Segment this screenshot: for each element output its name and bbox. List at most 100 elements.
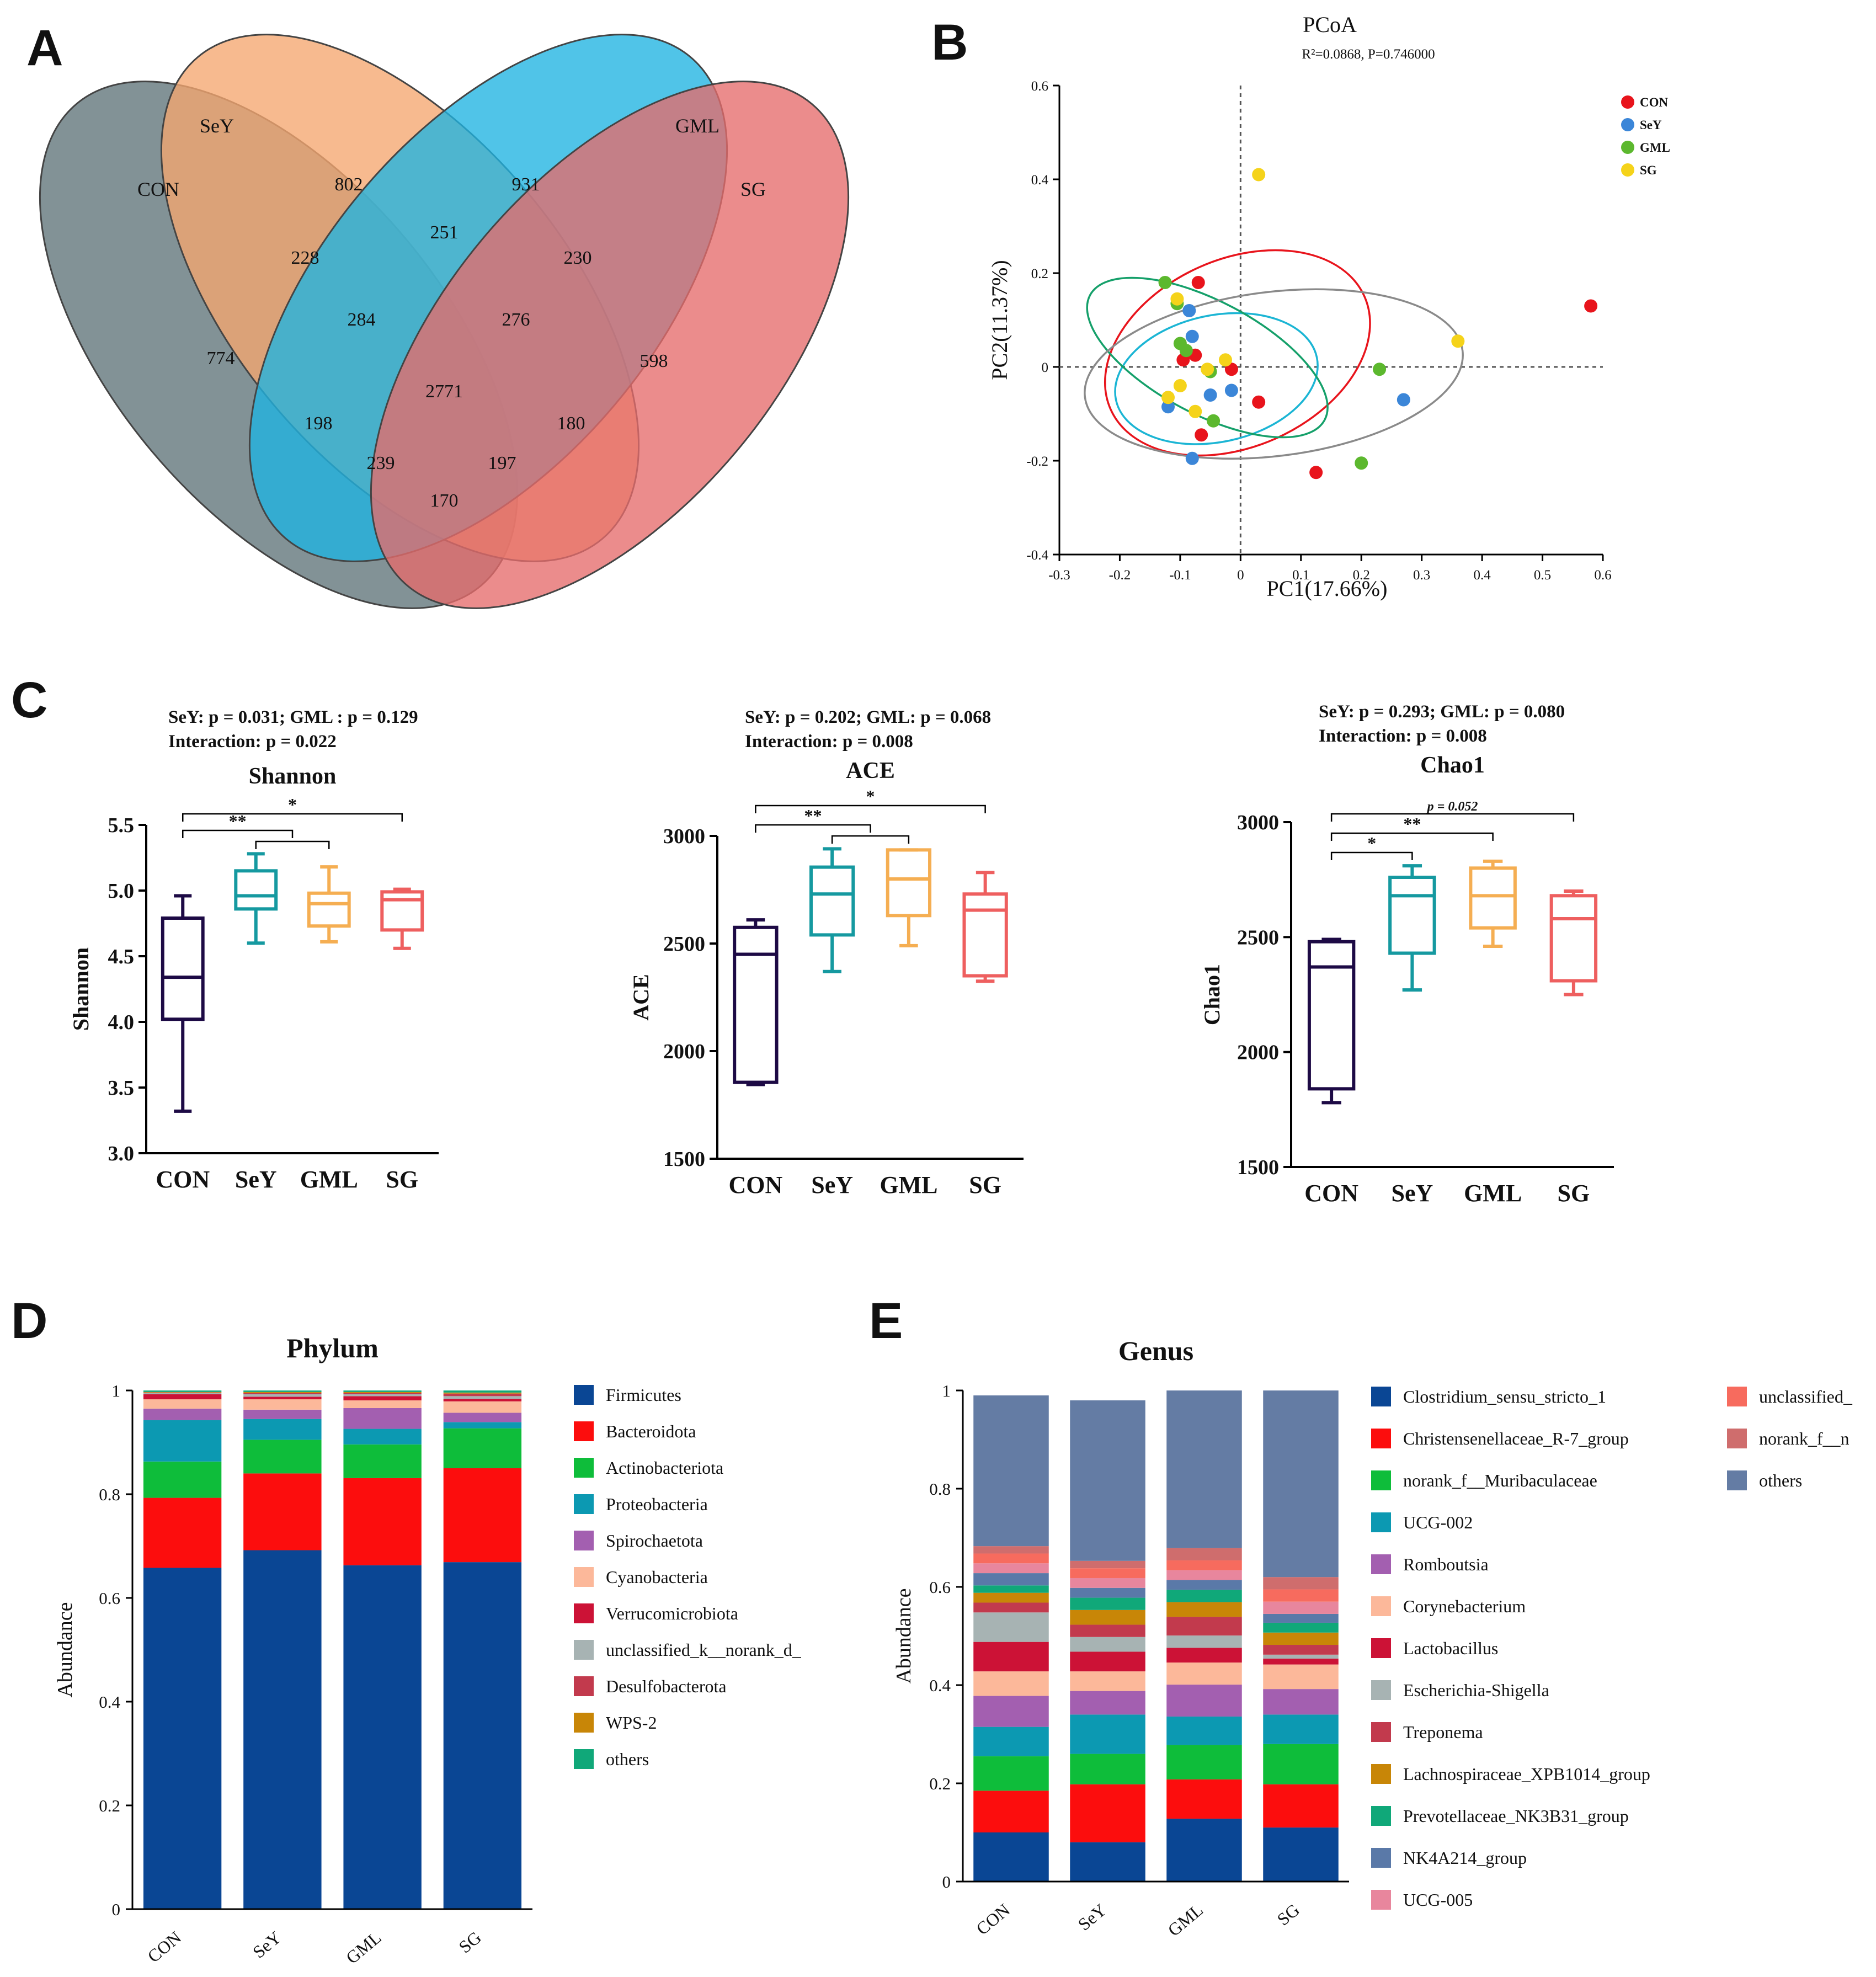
pcoa-x-tick-label: 0.4 [1473, 568, 1491, 583]
bar-phylum-segment-actinobacteriota [243, 1440, 322, 1474]
bar-phylum-segment-actinobacteriota [343, 1444, 422, 1478]
bar-genus-legend-swatch-corynebacterium [1371, 1596, 1391, 1616]
bar-genus-segment-others [1166, 1390, 1242, 1548]
bar-phylum-legend-swatch-others [574, 1749, 594, 1769]
bar-phylum-segment-wps-2 [243, 1392, 322, 1393]
box-chao1-box-con [1307, 940, 1356, 1091]
bar-genus-legend-swatch-romboutsia [1371, 1554, 1391, 1574]
bar-genus-legend-swatch-prevotellaceae-nk3b31-group [1371, 1806, 1391, 1826]
pcoa-point-con [1584, 299, 1598, 313]
bar-genus-segment-lactobacillus [973, 1642, 1049, 1672]
pcoa-point-con [1195, 428, 1208, 442]
pcoa-y-tick-label: 0.6 [1031, 79, 1048, 94]
bar-phylum-segment-proteobacteria [443, 1422, 522, 1429]
bar-phylum-segment-cyanobacteria [343, 1400, 422, 1408]
bar-genus-segment-nk4a214-group [1166, 1580, 1242, 1590]
box-ace-stats-line1: SeY: p = 0.202; GML: p = 0.068 [745, 707, 991, 727]
bar-phylum-legend-label-wps-2: WPS-2 [606, 1713, 657, 1733]
bar-phylum-segment-cyanobacteria [243, 1399, 322, 1410]
bar-genus-legend-label-nk4a214-group: NK4A214_group [1403, 1848, 1527, 1868]
box-chao1-y-tick-label: 3000 [1237, 811, 1279, 834]
bar-genus-segment-norank-f-n [1166, 1548, 1242, 1560]
stacked-bar-phylum: Phylum CON SeY GML SG 0 0.2 0.4 0.6 0.8 1 Abundance… [54, 1333, 802, 1968]
bar-genus-segment-lachnospiraceae-xpb1014-group [1070, 1610, 1145, 1625]
bar-genus-segment-clostridium-sensu-stricto-1 [1070, 1842, 1145, 1882]
bar-phylum-segment-firmicutes [343, 1565, 422, 1909]
bar-phylum-segment-firmicutes [243, 1550, 322, 1909]
pcoa-ellipse-gml [1086, 276, 1329, 439]
box-shannon-bracket [255, 840, 330, 849]
pcoa-point-sg [1161, 391, 1175, 404]
bar-genus-segment-treponema [973, 1602, 1049, 1613]
bar-genus-y-tick-label: 0.4 [929, 1676, 951, 1695]
bar-genus-legend-label-norank-f-muribaculaceae: norank_f__Muribaculaceae [1403, 1470, 1597, 1490]
bar-phylum-segment-wps-2 [343, 1392, 422, 1393]
venn-region-sey-gml-sg: 276 [502, 310, 530, 330]
box-chao1-y-tick-label: 1500 [1237, 1156, 1279, 1179]
box-chao1-y-label: Chao1 [1200, 964, 1224, 1025]
bar-genus-segment-escherichia-shigella [973, 1612, 1049, 1642]
venn-region-con-gml: 198 [305, 413, 333, 434]
bar-genus-segment-unclassified [973, 1553, 1049, 1564]
bar-phylum-segment-firmicutes [143, 1568, 222, 1909]
pcoa-ellipse-sey [1114, 312, 1319, 445]
pcoa-x-tick-label: -0.3 [1048, 568, 1070, 583]
bar-genus-segment-lactobacillus [1263, 1658, 1339, 1665]
bar-genus-segment-unclassified [1263, 1589, 1339, 1602]
bar-phylum-y-tick-label: 0.6 [99, 1589, 120, 1608]
box-ace-x-tick-label: SeY [811, 1171, 853, 1198]
pcoa-point-sey [1203, 388, 1217, 402]
bar-phylum-segment-unclassified-k-norank-d [243, 1394, 322, 1397]
bar-genus-legend-label-christensenellaceae-r-7-group: Christensenellaceae_R-7_group [1403, 1429, 1629, 1448]
bar-phylum-segment-others [143, 1390, 222, 1392]
bar-phylum-segment-verrucomicrobiota [243, 1397, 322, 1399]
bar-genus-segment-others [1070, 1400, 1145, 1561]
bar-genus-x-tick-label: SeY [1074, 1900, 1110, 1935]
bar-phylum-title: Phylum [286, 1333, 379, 1363]
pcoa-y-tick-label: -0.4 [1026, 548, 1048, 563]
pcoa-point-gml [1158, 276, 1172, 289]
bar-genus-segment-ucg-005 [973, 1563, 1049, 1574]
bar-genus-legend-swatch-unclassified [1727, 1387, 1747, 1406]
box-shannon-y-tick-label: 5.0 [108, 880, 135, 903]
venn-region-con-sey-gml-sg: 2771 [425, 381, 463, 402]
stacked-bar-genus: Genus CON SeY GML SG 0 0.2 0.4 0.6 0.8 1 Abundance C… [892, 1335, 1853, 1940]
pcoa-point-sg [1170, 292, 1184, 306]
box-shannon-x-tick-label: CON [156, 1166, 210, 1193]
bar-phylum-segment-bacteroidota [443, 1468, 522, 1563]
bar-phylum-y-tick-label: 0.2 [99, 1796, 120, 1815]
bar-phylum-x-tick-label: SeY [249, 1927, 285, 1962]
pcoa-point-sg [1189, 404, 1202, 418]
box-shannon-y-tick-label: 4.5 [108, 945, 135, 968]
bar-genus-segment-escherichia-shigella [1263, 1654, 1339, 1659]
bar-genus-segment-escherichia-shigella [1166, 1635, 1242, 1648]
pcoa-y-tick-label: 0.4 [1031, 173, 1049, 188]
bar-genus-segment-ucg-005 [1263, 1601, 1339, 1614]
venn-set-label-con: CON [137, 178, 179, 200]
box-ace-x-tick-label: GML [880, 1171, 937, 1198]
pcoa-x-label: PC1(17.66%) [1267, 576, 1388, 601]
venn-region-con-sey: 228 [291, 248, 319, 268]
box-ace-y-tick-label: 2500 [663, 932, 705, 956]
pcoa-y-label: PC2(11.37%) [987, 260, 1012, 380]
bar-phylum-legend-swatch-cyanobacteria [574, 1567, 594, 1587]
venn-region-con-sey-sg: 197 [488, 453, 516, 473]
pcoa-point-sg [1451, 334, 1465, 348]
bar-genus-y-tick-label: 0.6 [929, 1578, 951, 1597]
pcoa-ellipse-sg [1084, 288, 1464, 460]
bar-phylum-segment-wps-2 [443, 1392, 522, 1394]
pcoa-point-sey [1224, 383, 1238, 397]
bar-phylum-legend-swatch-desulfobacterota [574, 1676, 594, 1696]
box-ace-bracket-label: ** [804, 806, 822, 825]
bar-genus-segment-prevotellaceae-nk3b31-group [973, 1585, 1049, 1593]
pcoa-title: PCoA [1303, 12, 1357, 37]
bar-genus-segment-christensenellaceae-r-7-group [1166, 1779, 1242, 1819]
bar-genus-title: Genus [1118, 1335, 1193, 1366]
pcoa-x-tick-label: 0.5 [1534, 568, 1551, 583]
bar-phylum-y-label: Abundance [54, 1602, 77, 1697]
bar-phylum-segment-verrucomicrobiota [343, 1396, 422, 1400]
box-shannon-x-tick-label: SeY [235, 1166, 277, 1193]
box-shannon-bracket [182, 813, 403, 822]
box-shannon-bracket-label: ** [229, 811, 247, 831]
